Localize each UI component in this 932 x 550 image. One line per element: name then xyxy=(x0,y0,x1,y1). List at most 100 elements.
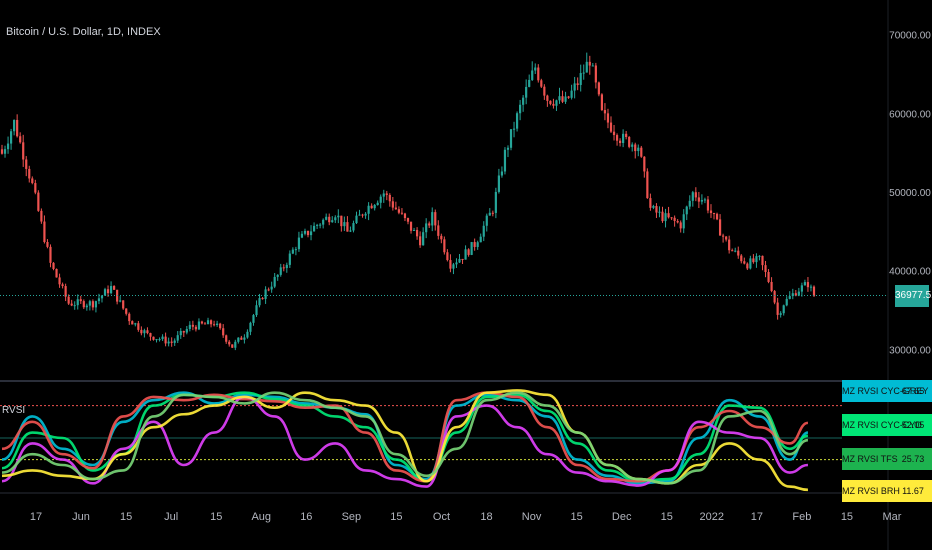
candle-body xyxy=(113,286,116,290)
candle-body xyxy=(185,329,188,333)
candle-body xyxy=(440,235,443,240)
candle-body xyxy=(358,214,361,216)
x-tick-label: Oct xyxy=(433,511,450,523)
candle-body xyxy=(349,230,352,232)
candle-body xyxy=(637,147,640,152)
x-tick-label: Mar xyxy=(883,511,902,523)
candle-body xyxy=(279,267,282,275)
candle-body xyxy=(216,323,219,326)
candle-body xyxy=(52,262,55,269)
candle-body xyxy=(549,100,552,104)
legend-item-brh: MZ RVSI BRH 11.67 xyxy=(842,480,932,502)
candle-body xyxy=(676,220,679,223)
candle-body xyxy=(194,326,198,330)
candle-body xyxy=(809,286,813,288)
candle-body xyxy=(19,136,22,143)
candle-body xyxy=(764,265,767,273)
candle-body xyxy=(561,96,564,102)
candle-body xyxy=(209,320,213,325)
candle-body xyxy=(397,209,401,213)
candle-body xyxy=(331,220,334,223)
candle-body xyxy=(125,308,128,314)
candle-body xyxy=(161,336,164,340)
candle-body xyxy=(379,196,382,203)
candle-body xyxy=(225,335,228,342)
candle-body xyxy=(431,212,434,226)
candle-body xyxy=(240,337,243,340)
candle-body xyxy=(288,253,291,265)
candle-body xyxy=(767,272,770,282)
candle-body xyxy=(55,268,58,278)
candle-body xyxy=(258,298,261,306)
candle-body xyxy=(537,67,540,81)
candle-body xyxy=(364,213,367,216)
legend-value: 52.05 xyxy=(901,420,925,430)
candle-body xyxy=(6,143,10,150)
candle-body xyxy=(685,206,688,215)
candle-body xyxy=(758,255,761,257)
candle-body xyxy=(97,298,101,302)
y-tick-label: 40000.00 xyxy=(889,267,931,278)
candle-body xyxy=(752,258,755,263)
indicator-series-line xyxy=(1,391,809,485)
candle-body xyxy=(28,168,31,179)
candle-body xyxy=(61,284,64,287)
candle-body xyxy=(782,305,785,314)
candle-body xyxy=(725,236,728,240)
candle-body xyxy=(506,147,510,150)
candle-body xyxy=(22,142,25,160)
candle-body xyxy=(718,219,722,236)
x-tick-label: Nov xyxy=(522,511,542,523)
candle-body xyxy=(340,215,343,227)
candle-body xyxy=(309,231,313,236)
candle-body xyxy=(100,295,104,299)
candle-body xyxy=(731,250,734,252)
candle-body xyxy=(800,285,803,292)
candle-body xyxy=(64,286,67,297)
candle-body xyxy=(600,94,604,111)
candle-body xyxy=(791,293,794,297)
x-tick-label: 16 xyxy=(300,511,312,523)
candle-body xyxy=(737,250,740,256)
candle-body xyxy=(734,250,737,252)
candle-body xyxy=(558,96,561,101)
candle-body xyxy=(91,301,94,308)
x-tick-label: 15 xyxy=(841,511,853,523)
candle-body xyxy=(406,218,410,222)
candle-body xyxy=(609,122,613,132)
candle-body xyxy=(473,242,476,247)
candle-body xyxy=(291,249,294,254)
candle-body xyxy=(437,225,440,236)
candle-body xyxy=(261,298,264,300)
candle-body xyxy=(700,200,703,202)
candle-body xyxy=(16,119,19,137)
x-tick-label: Jun xyxy=(72,511,90,523)
candle-body xyxy=(25,159,28,169)
candle-body xyxy=(576,83,579,85)
candle-body xyxy=(9,131,13,144)
candle-body xyxy=(594,65,597,83)
candle-body xyxy=(706,199,710,211)
candle-body xyxy=(728,239,731,251)
candle-body xyxy=(131,321,134,325)
candle-body xyxy=(715,213,719,220)
x-tick-label: 17 xyxy=(751,511,763,523)
candle-body xyxy=(425,223,428,233)
candle-body xyxy=(497,175,500,192)
candle-body xyxy=(488,212,491,216)
candle-body xyxy=(494,191,497,213)
candle-body xyxy=(70,303,73,306)
candle-body xyxy=(652,205,655,208)
candle-body xyxy=(103,289,107,296)
candle-body xyxy=(328,216,331,223)
candle-body xyxy=(779,313,782,315)
candle-body xyxy=(152,336,155,340)
candle-body xyxy=(412,229,416,231)
candle-body xyxy=(212,324,216,326)
candle-body xyxy=(46,242,49,247)
candle-body xyxy=(252,315,255,323)
candle-body xyxy=(531,70,534,80)
candle-body xyxy=(173,340,176,343)
candle-body xyxy=(455,262,458,265)
candle-body xyxy=(522,97,525,105)
